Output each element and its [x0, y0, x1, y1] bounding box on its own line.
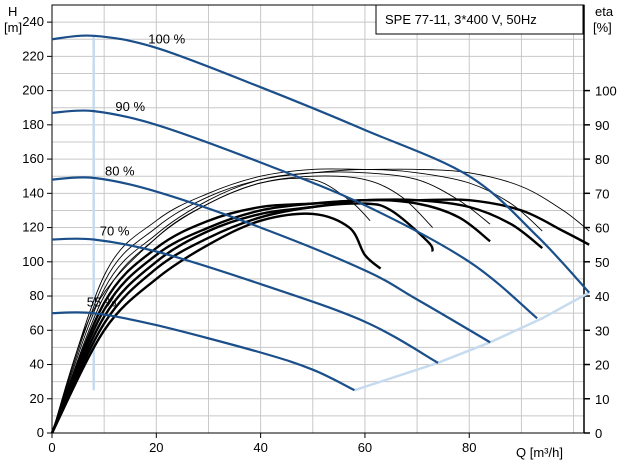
end-of-curve-line	[354, 291, 590, 392]
y-axis-left-title: H	[8, 4, 17, 19]
y-tick-label-left: 0	[37, 425, 44, 440]
head-curve-label: 80 %	[105, 164, 135, 179]
x-tick-label: 60	[358, 440, 372, 455]
x-tick-label: 80	[462, 440, 476, 455]
y-tick-label-right: 50	[595, 255, 609, 270]
y-tick-label-right: 70	[595, 186, 609, 201]
y-tick-label-right: 40	[595, 289, 609, 304]
efficiency-curve-bold	[50, 212, 382, 434]
y-tick-label-right: 80	[595, 152, 609, 167]
y-tick-label-left: 80	[30, 288, 44, 303]
x-tick-label: 20	[149, 440, 163, 455]
y-tick-label-left: 100	[22, 254, 44, 269]
head-curve	[51, 311, 355, 392]
y-tick-label-left: 140	[22, 185, 44, 200]
y-tick-label-right: 100	[595, 84, 617, 99]
y-tick-label-left: 180	[22, 117, 44, 132]
x-tick-label: 0	[48, 440, 55, 455]
head-curve-label: 100 %	[148, 32, 185, 47]
head-curve	[51, 237, 439, 364]
y-tick-label-right: 60	[595, 221, 609, 236]
y-tick-label-left: 60	[30, 322, 44, 337]
head-curve	[51, 34, 591, 294]
labels: 100 % 90 % 80 % 70 % 55 %	[87, 32, 186, 310]
head-curve-label: 90 %	[115, 99, 145, 114]
head-curve-label: 55 %	[87, 295, 117, 310]
head-curve	[51, 176, 491, 344]
plot-frame	[51, 4, 585, 434]
y-tick-label-right: 30	[595, 323, 609, 338]
efficiency-curve-thin	[51, 168, 590, 434]
y-tick-label-right: 20	[595, 358, 609, 373]
y-axis-left-unit: [m]	[4, 20, 22, 35]
efficiency-curve-bold	[50, 198, 590, 434]
efficiency-curve-bold	[50, 198, 491, 434]
y-tick-label-left: 240	[22, 14, 44, 29]
efficiency-curve-thin	[51, 175, 434, 434]
y-tick-label-left: 220	[22, 48, 44, 63]
head-curve-label: 70 %	[100, 224, 130, 239]
x-tick-label: 40	[253, 440, 267, 455]
y-tick-label-left: 120	[22, 220, 44, 235]
axes: 0204060801001201401601802002202400102030…	[22, 4, 617, 455]
y-axis-right-unit: [%]	[593, 20, 612, 35]
y-tick-label-left: 160	[22, 151, 44, 166]
grid	[52, 5, 584, 433]
efficiency-curve-thin	[51, 168, 543, 434]
x-axis-title: Q [m³/h]	[516, 445, 563, 460]
chart-title: SPE 77-11, 3*400 V, 50Hz	[385, 12, 537, 27]
y-tick-label-left: 20	[30, 391, 44, 406]
head-curve	[51, 109, 538, 320]
y-axis-right-title: eta	[595, 4, 614, 19]
curves	[50, 34, 591, 434]
chart-title-box: SPE 77-11, 3*400 V, 50Hz	[375, 4, 584, 35]
y-tick-label-left: 40	[30, 357, 44, 372]
title-box-frame	[375, 4, 584, 35]
y-tick-label-right: 0	[595, 426, 602, 441]
y-tick-label-right: 10	[595, 392, 609, 407]
y-tick-label-left: 200	[22, 83, 44, 98]
y-tick-label-right: 90	[595, 118, 609, 133]
